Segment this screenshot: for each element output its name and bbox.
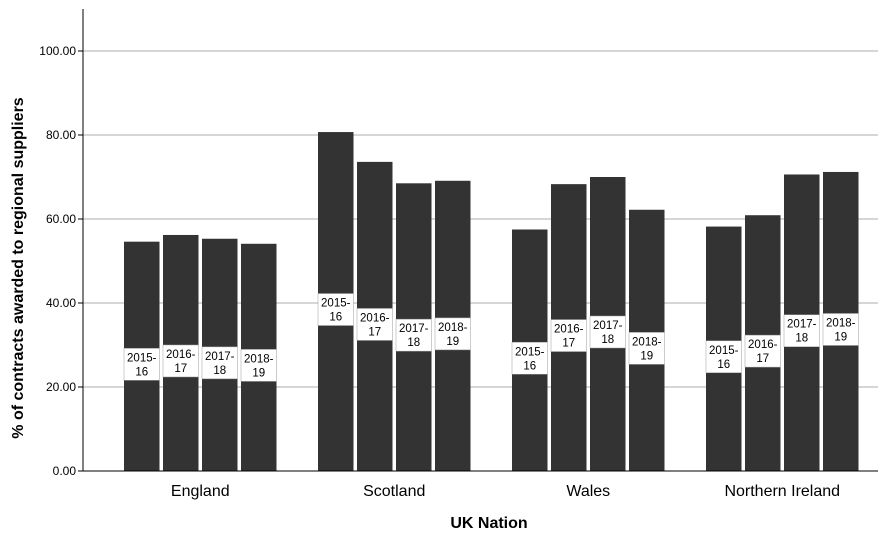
bar-label: 16 (523, 360, 536, 372)
bar-label: 2017- (593, 320, 623, 332)
bar-label: 19 (834, 331, 847, 343)
bar-label: 19 (640, 350, 653, 362)
bar-label: 19 (252, 367, 265, 379)
bar-label: 2016- (166, 349, 196, 361)
y-tick-label: 40.00 (46, 296, 76, 310)
bar-label: 2016- (554, 324, 584, 336)
bar-label-box (628, 332, 665, 365)
bar-label-box (240, 349, 277, 382)
y-tick-label: 60.00 (46, 212, 76, 226)
y-tick-label: 100.00 (39, 44, 76, 58)
bar-label: 17 (562, 338, 575, 350)
bar-label-box (201, 346, 238, 380)
bar-label: 17 (756, 353, 769, 365)
x-tick-label: Northern Ireland (724, 483, 840, 500)
bar-label: 2016- (360, 312, 390, 324)
x-tick-label: England (171, 483, 230, 500)
bar-label: 2018- (244, 353, 274, 365)
bar-label: 2017- (399, 323, 429, 335)
x-tick-label: Scotland (363, 483, 425, 500)
bar-label-box (317, 293, 354, 326)
bar-label: 2015- (709, 345, 739, 357)
bar-label: 2015- (321, 298, 351, 310)
bar-label-box (511, 342, 548, 375)
bar-label: 16 (717, 359, 730, 371)
y-tick-label: 80.00 (46, 128, 76, 142)
bar-label: 18 (407, 337, 420, 349)
bar-label: 16 (135, 366, 148, 378)
bar-label-box (550, 319, 587, 352)
bars: 2015- 16 2016- 17 2017- 18 2018- 19 2015- 16 2016-… (123, 132, 859, 472)
bar-label: 2018- (438, 322, 468, 334)
bar-label-box (744, 334, 781, 368)
bar-label: 2017- (787, 319, 817, 331)
bar-label-box (162, 344, 199, 378)
bar-label-box (395, 318, 432, 352)
bar-label: 2015- (515, 346, 545, 358)
bar-label-box (589, 315, 626, 349)
bar-label: 2017- (205, 351, 235, 363)
bar-label: 18 (795, 333, 808, 345)
bar-label-box (705, 340, 742, 374)
y-tick-label: 20.00 (46, 380, 76, 394)
bar-label: 2018- (632, 336, 662, 348)
bar-label: 17 (174, 363, 187, 375)
bar-label: 2015- (127, 352, 157, 364)
x-axis-title: UK Nation (450, 515, 527, 532)
bar-label: 16 (329, 312, 342, 324)
x-tick-label: Wales (566, 483, 610, 500)
bar-label: 18 (213, 365, 226, 377)
bar-label: 2016- (748, 339, 778, 351)
bar-label: 19 (446, 336, 459, 348)
bar-label: 2018- (826, 317, 856, 329)
y-tick-label: 0.00 (53, 464, 77, 478)
axes: 0.00 20.00 40.00 60.00 80.00 100.00 England Sco… (39, 9, 878, 500)
bar-label: 17 (368, 326, 381, 338)
bar-label: 18 (601, 334, 614, 346)
bar-label-box (434, 317, 471, 351)
y-axis-title: % of contracts awarded to regional suppl… (10, 97, 27, 439)
bar-label-box (123, 348, 160, 381)
bar-label-box (783, 314, 820, 347)
bar-label-box (822, 313, 859, 346)
bar-label-box (356, 308, 393, 341)
